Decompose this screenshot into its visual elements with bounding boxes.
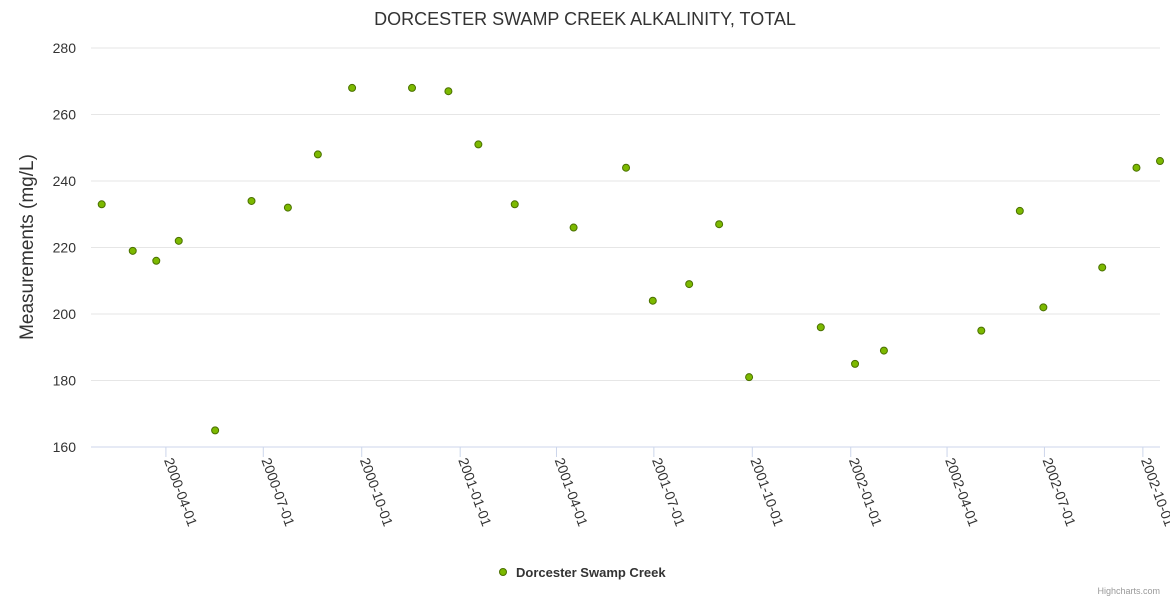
data-point[interactable] bbox=[1098, 263, 1107, 272]
data-point[interactable] bbox=[211, 426, 220, 435]
y-tick-label: 280 bbox=[53, 40, 77, 56]
x-tick-label: 2001-07-01 bbox=[649, 456, 689, 529]
data-point[interactable] bbox=[685, 280, 694, 289]
x-tick-label: 2001-10-01 bbox=[747, 456, 787, 529]
y-axis-title: Measurements (mg/L) bbox=[17, 154, 38, 340]
data-point[interactable] bbox=[1132, 163, 1141, 172]
data-point[interactable] bbox=[444, 87, 453, 96]
y-tick-label: 160 bbox=[53, 439, 77, 455]
x-tick-label: 2002-04-01 bbox=[942, 456, 982, 529]
data-point[interactable] bbox=[97, 200, 106, 209]
credit-link[interactable]: Highcharts.com bbox=[1097, 586, 1160, 596]
data-point[interactable] bbox=[313, 150, 322, 159]
data-point[interactable] bbox=[247, 196, 256, 205]
data-point[interactable] bbox=[977, 326, 986, 335]
x-tick-label: 2000-04-01 bbox=[161, 456, 201, 529]
x-tick-label: 2002-10-01 bbox=[1138, 456, 1170, 529]
data-point[interactable] bbox=[851, 359, 860, 368]
data-point[interactable] bbox=[1156, 157, 1164, 166]
data-point[interactable] bbox=[1015, 206, 1024, 215]
data-point[interactable] bbox=[152, 256, 161, 265]
data-point[interactable] bbox=[474, 140, 483, 149]
data-point[interactable] bbox=[879, 346, 888, 355]
legend-marker bbox=[499, 568, 507, 576]
y-tick-label: 180 bbox=[53, 373, 77, 389]
data-point[interactable] bbox=[745, 373, 754, 382]
y-tick-label: 220 bbox=[53, 240, 77, 256]
y-tick-label: 240 bbox=[53, 173, 77, 189]
data-point[interactable] bbox=[283, 203, 292, 212]
data-points bbox=[97, 83, 1164, 435]
chart-title: DORCESTER SWAMP CREEK ALKALINITY, TOTAL bbox=[374, 9, 796, 29]
x-tick-label: 2001-04-01 bbox=[552, 456, 592, 529]
data-point[interactable] bbox=[408, 83, 417, 92]
x-tick-label: 2000-10-01 bbox=[357, 456, 397, 529]
data-point[interactable] bbox=[648, 296, 657, 305]
x-tick-label: 2001-01-01 bbox=[455, 456, 495, 529]
data-point[interactable] bbox=[622, 163, 631, 172]
y-tick-label: 200 bbox=[53, 306, 77, 322]
data-point[interactable] bbox=[1039, 303, 1048, 312]
axes: 160 180 200 220 240 260 280 2000-04-01 2000-07-0… bbox=[53, 40, 1170, 529]
data-point[interactable] bbox=[715, 220, 724, 229]
data-point[interactable] bbox=[348, 83, 357, 92]
data-point[interactable] bbox=[174, 236, 183, 245]
grid-lines bbox=[91, 47, 1160, 381]
data-point[interactable] bbox=[510, 200, 519, 209]
x-tick-label: 2000-07-01 bbox=[258, 456, 298, 529]
data-point[interactable] bbox=[569, 223, 578, 232]
data-point[interactable] bbox=[128, 246, 137, 255]
y-tick-label: 260 bbox=[53, 107, 77, 123]
legend-label[interactable]: Dorcester Swamp Creek bbox=[516, 565, 666, 580]
legend[interactable]: Dorcester Swamp Creek bbox=[499, 565, 667, 580]
data-point[interactable] bbox=[816, 323, 825, 332]
x-tick-label: 2002-07-01 bbox=[1040, 456, 1080, 529]
x-tick-label: 2002-01-01 bbox=[846, 456, 886, 529]
